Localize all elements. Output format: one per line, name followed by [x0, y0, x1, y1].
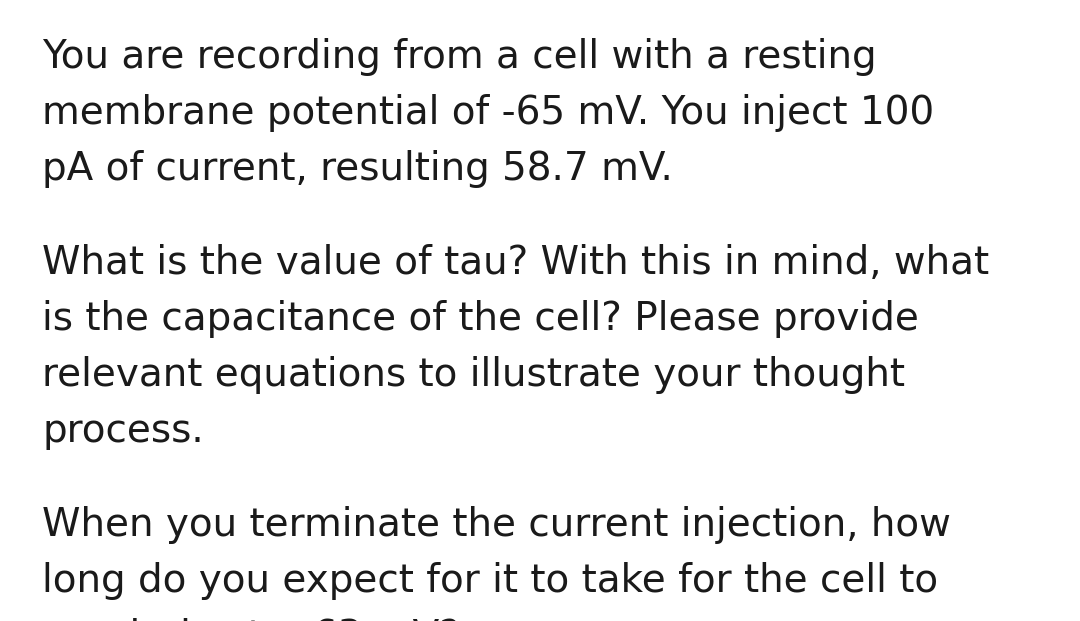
Text: pA of current, resulting 58.7 mV.: pA of current, resulting 58.7 mV.: [42, 150, 673, 188]
Text: process.: process.: [42, 412, 204, 450]
Text: long do you expect for it to take for the cell to: long do you expect for it to take for th…: [42, 562, 939, 600]
Text: relevant equations to illustrate your thought: relevant equations to illustrate your th…: [42, 356, 905, 394]
Text: is the capacitance of the cell? Please provide: is the capacitance of the cell? Please p…: [42, 300, 919, 338]
Text: You are recording from a cell with a resting: You are recording from a cell with a res…: [42, 38, 877, 76]
Text: What is the value of tau? With this in mind, what: What is the value of tau? With this in m…: [42, 244, 989, 282]
Text: repolarize to -63 mV?: repolarize to -63 mV?: [42, 618, 460, 621]
Text: membrane potential of -65 mV. You inject 100: membrane potential of -65 mV. You inject…: [42, 94, 934, 132]
Text: When you terminate the current injection, how: When you terminate the current injection…: [42, 506, 950, 544]
